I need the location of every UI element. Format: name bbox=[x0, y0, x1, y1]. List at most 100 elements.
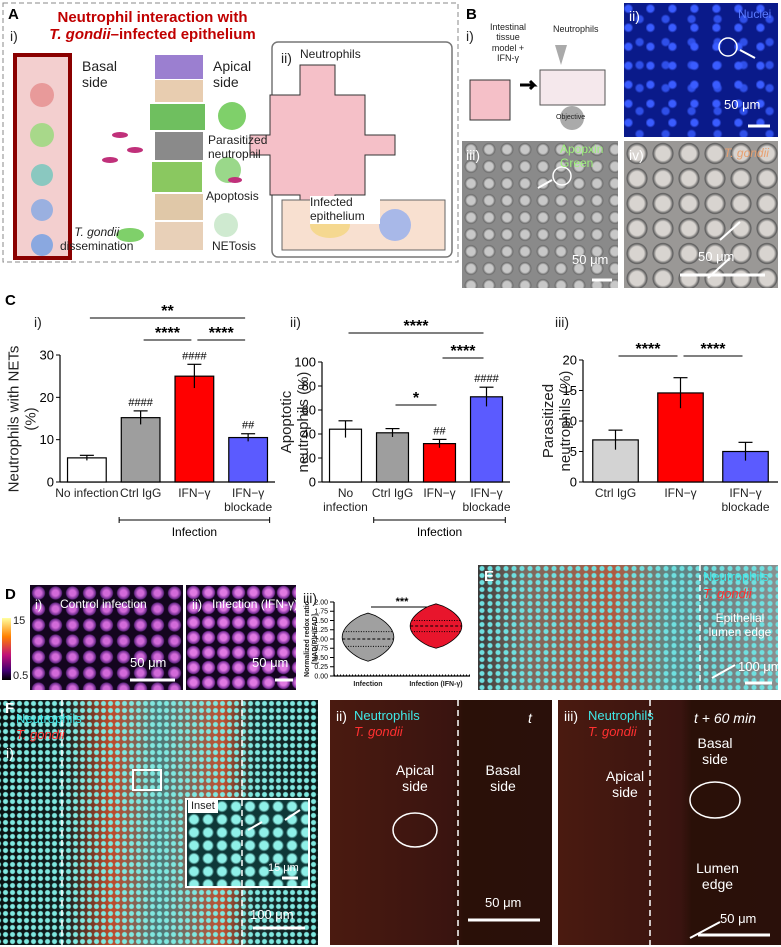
y-tick-label: 0.25 bbox=[314, 664, 328, 671]
y-tick-label: 80 bbox=[302, 379, 316, 394]
label: Neutrophils bbox=[16, 711, 82, 726]
hash-label: ## bbox=[242, 420, 255, 432]
highlight-circle bbox=[552, 166, 572, 186]
scale-label: 50 μm bbox=[485, 895, 522, 910]
sub-label: i) bbox=[6, 745, 14, 761]
label: Neutrophils bbox=[703, 569, 769, 584]
label: T. gondii dissemination bbox=[60, 225, 134, 254]
edge-lines bbox=[61, 565, 701, 945]
x-tick-label: IFN−γ bbox=[423, 486, 456, 500]
highlight-circle bbox=[718, 37, 738, 57]
significance-label: **** bbox=[209, 325, 235, 342]
significance-label: ** bbox=[161, 303, 174, 320]
vessel bbox=[13, 53, 72, 260]
y-axis-label: Neutrophils with NETs (%) bbox=[4, 345, 39, 492]
sub-label: iii) bbox=[564, 708, 578, 724]
sub-label: ii) bbox=[192, 597, 203, 612]
bar bbox=[469, 396, 504, 483]
panel-letter: D bbox=[5, 586, 16, 603]
label: Apopxin Green bbox=[560, 142, 604, 170]
highlight-circle bbox=[689, 781, 741, 819]
panel-letter: C bbox=[5, 292, 16, 309]
label: Lumen edge bbox=[696, 860, 739, 893]
label-italic: T. gondii bbox=[74, 225, 120, 239]
y-tick-label: 30 bbox=[40, 348, 54, 363]
label: dissemination bbox=[60, 238, 134, 253]
y-tick-label: 1.00 bbox=[314, 636, 328, 643]
scale-bars bbox=[130, 124, 772, 937]
label: Apical side bbox=[213, 58, 252, 91]
sub-label: iii) bbox=[303, 590, 317, 606]
label: Basal side bbox=[485, 762, 521, 795]
y-tick-label: 0.75 bbox=[314, 646, 328, 653]
panel-letter: B bbox=[466, 6, 477, 23]
x-tick-label: IFN−γ blockade bbox=[462, 486, 511, 514]
scale-label: 50 μm bbox=[720, 911, 757, 926]
bar bbox=[375, 432, 410, 483]
significance-label: **** bbox=[404, 318, 430, 335]
highlight-circle bbox=[392, 812, 438, 848]
bar bbox=[174, 375, 215, 483]
label: t bbox=[528, 710, 532, 726]
label: T. gondii bbox=[703, 586, 752, 601]
bar bbox=[66, 457, 107, 483]
y-tick-label: 20 bbox=[40, 390, 54, 405]
bar bbox=[120, 417, 161, 483]
scale-label: 100 μm bbox=[738, 659, 781, 674]
panel-a-border bbox=[2, 2, 459, 263]
significance-label: * bbox=[413, 390, 420, 407]
sub-label: ii) bbox=[629, 8, 640, 24]
scale-label: 50 μm bbox=[724, 97, 761, 112]
arrows bbox=[247, 49, 756, 939]
label: Apical side bbox=[395, 762, 435, 795]
epithelium bbox=[102, 55, 246, 250]
label: Neutrophils bbox=[354, 708, 420, 723]
panel-letter: A bbox=[8, 6, 19, 23]
scale-label: 50 μm bbox=[130, 655, 167, 670]
label: Inset bbox=[188, 800, 218, 813]
x-tick-label: IFN−γ bbox=[664, 486, 697, 500]
scale-label: 100 μm bbox=[250, 907, 294, 922]
y-tick-label: 10 bbox=[40, 432, 54, 447]
f-ii-image bbox=[330, 700, 552, 945]
label: Infection (IFN-γ) bbox=[212, 597, 299, 611]
f-iii-image bbox=[558, 700, 781, 945]
sub-label: i) bbox=[34, 314, 42, 330]
bar bbox=[422, 443, 457, 483]
hash-label: #### bbox=[474, 373, 499, 385]
sub-label: ii) bbox=[290, 314, 301, 330]
label: Infected epithelium bbox=[310, 195, 380, 224]
bar bbox=[228, 436, 269, 483]
label: Epithelial lumen edge bbox=[708, 611, 772, 639]
label: Parasitized neutrophil bbox=[208, 133, 268, 161]
y-tick-label: 5 bbox=[570, 444, 577, 459]
y-tick-label: 0.50 bbox=[314, 655, 328, 662]
label: Basal side bbox=[82, 58, 118, 91]
label: T. gondii bbox=[16, 727, 65, 742]
y-tick-label: 60 bbox=[302, 403, 316, 418]
x-tick-label: No infection bbox=[323, 486, 368, 514]
y-tick-label: 20 bbox=[302, 451, 316, 466]
group-label: Infection bbox=[172, 525, 217, 539]
hash-label: #### bbox=[182, 350, 207, 362]
x-tick-label: No infection bbox=[55, 486, 119, 500]
panel-letter: E bbox=[484, 568, 495, 585]
colorbar-label: 0.5 bbox=[13, 670, 29, 682]
label: Apical side bbox=[605, 768, 645, 801]
x-tick-label: IFN−γ blockade bbox=[224, 486, 273, 514]
group-label: Infection bbox=[417, 525, 462, 539]
title-rest: –infected epithelium bbox=[110, 26, 256, 44]
y-tick-label: 1.50 bbox=[314, 618, 328, 625]
label: Control infection bbox=[60, 597, 147, 611]
bi-schematic bbox=[469, 45, 606, 130]
y-axis-label: Parasitized neutrophils (%) bbox=[539, 370, 574, 472]
y-tick-label: 0 bbox=[570, 475, 577, 490]
label: t + 60 min bbox=[694, 710, 756, 726]
x-tick-label: Infection bbox=[353, 681, 383, 688]
label: NETosis bbox=[212, 239, 257, 253]
x-tick-label: IFN−γ blockade bbox=[721, 486, 770, 514]
significance-label: **** bbox=[155, 325, 181, 342]
label: Intestinal tissue model + IFN-γ bbox=[489, 22, 527, 64]
